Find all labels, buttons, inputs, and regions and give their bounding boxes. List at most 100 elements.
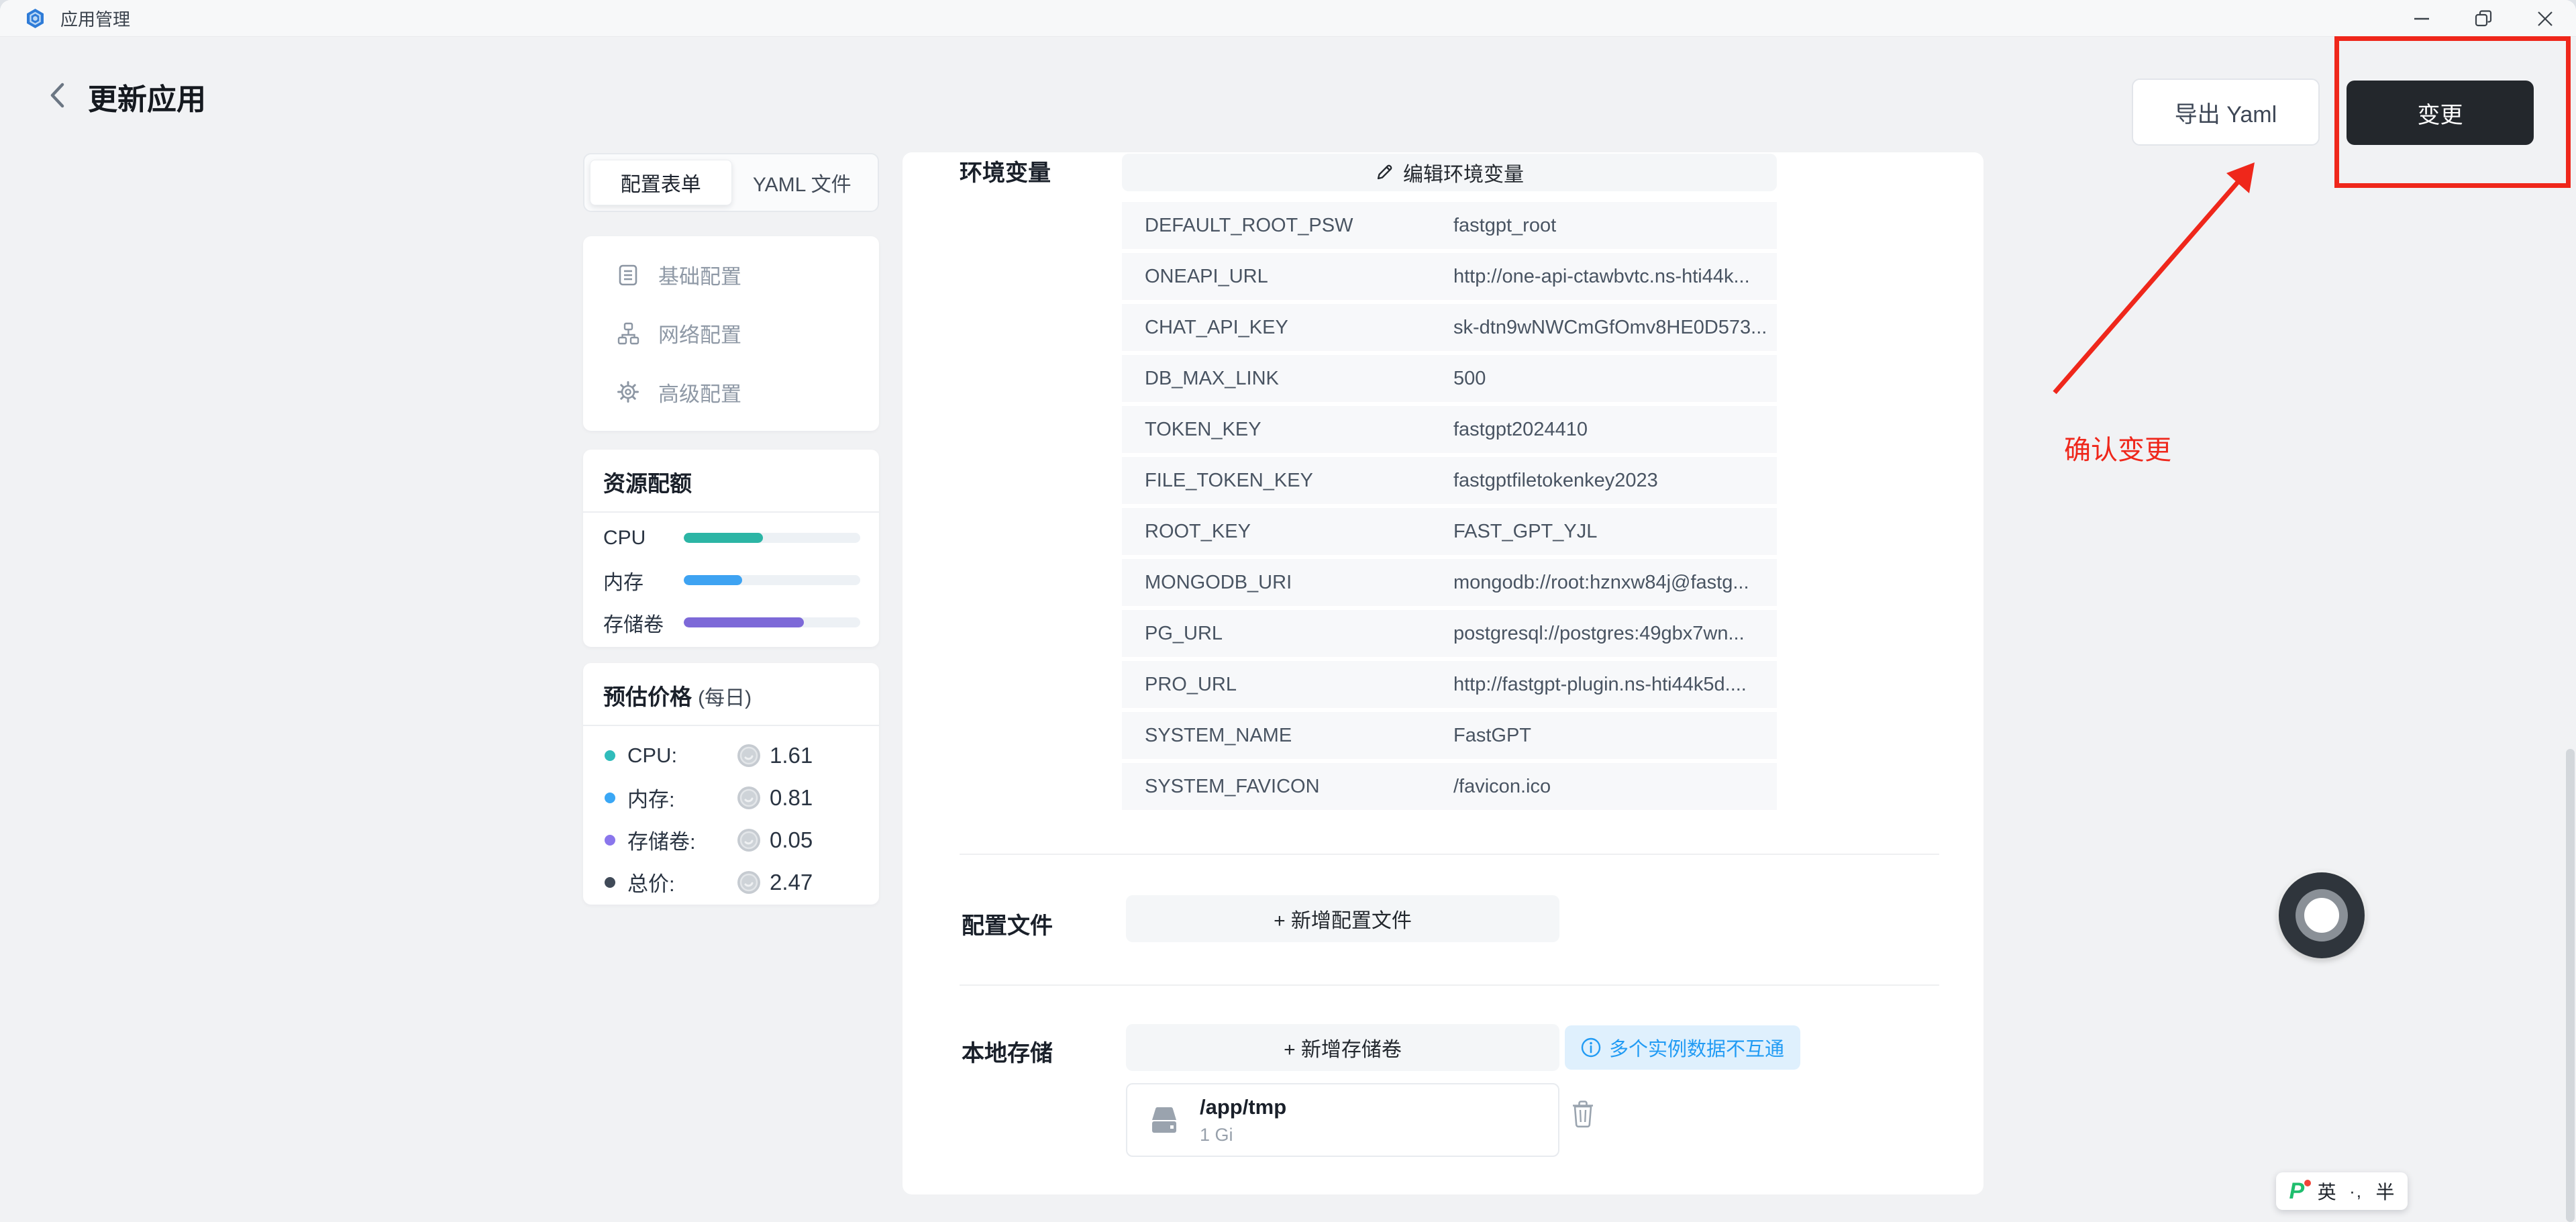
sidebar-item-basic-config[interactable]: 基础配置 (583, 246, 879, 304)
edit-env-button[interactable]: 编辑环境变量 (1122, 154, 1777, 191)
quota-title: 资源配额 (603, 471, 692, 496)
config-nav-card: 基础配置 网络配置 (583, 236, 879, 431)
price-title: 预估价格 (每日) (603, 684, 752, 709)
table-row: DB_MAX_LINK 500 (1122, 355, 1777, 402)
scrollbar-thumb[interactable] (2566, 749, 2575, 1222)
coin-icon (737, 744, 760, 767)
gear-icon (617, 381, 639, 403)
coin-icon (737, 828, 760, 852)
sidebar-item-advanced-config[interactable]: 高级配置 (583, 363, 879, 421)
drive-icon (1152, 1107, 1176, 1133)
assistive-ball-inner (2296, 889, 2348, 941)
env-section-title: 环境变量 (960, 160, 1051, 186)
delete-volume-button[interactable] (1570, 1100, 1596, 1128)
divider (583, 725, 879, 726)
change-button[interactable]: 变更 (2347, 81, 2534, 145)
ime-logo-dot (2304, 1179, 2312, 1186)
table-row: PG_URL postgresql://postgres:49gbx7wn... (1122, 610, 1777, 657)
window-controls (2391, 0, 2576, 37)
table-row: TOKEN_KEY fastgpt2024410 (1122, 406, 1777, 453)
env-var-table: DEFAULT_ROOT_PSW fastgpt_root ONEAPI_URL h… (1122, 202, 1777, 814)
coin-icon (737, 786, 760, 809)
network-icon (617, 322, 639, 345)
local-storage-section-title: 本地存储 (962, 1041, 1053, 1066)
tab-yaml-file[interactable]: YAML 文件 (752, 174, 852, 196)
table-row: PRO_URL http://fastgpt-plugin.ns-hti44k5d… (1122, 661, 1777, 708)
add-volume-button[interactable]: + 新增存储卷 (1126, 1024, 1559, 1071)
storage-price: 0.05 (770, 827, 813, 852)
add-config-file-button[interactable]: + 新增配置文件 (1126, 895, 1559, 942)
page-title: 更新应用 (88, 83, 206, 116)
table-row: DEFAULT_ROOT_PSW fastgpt_root (1122, 202, 1777, 249)
quota-row-memory: 内存 (583, 559, 879, 601)
price-row-cpu: CPU: 1.61 (583, 734, 879, 776)
ime-logo-icon: P (2289, 1178, 2312, 1205)
memory-color-dot (605, 792, 615, 803)
storage-hint-badge: 多个实例数据不互通 (1565, 1025, 1801, 1070)
table-row: SYSTEM_FAVICON/favicon.ico (1122, 763, 1777, 810)
app-title: 应用管理 (60, 9, 131, 30)
restore-button[interactable] (2453, 0, 2514, 37)
annotation-arrow (2053, 162, 2255, 395)
estimated-price-card: 预估价格 (每日) CPU: 1.61 内存: (583, 663, 879, 905)
resource-quota-card: 资源配额 CPU 内存 存储卷 (583, 450, 879, 647)
divider (583, 511, 879, 513)
info-icon (1581, 1037, 1601, 1058)
app-logo-icon (25, 8, 46, 29)
price-row-memory: 内存: 0.81 (583, 776, 879, 819)
annotation-label: 确认变更 (2064, 436, 2171, 465)
total-color-dot (605, 876, 615, 888)
restore-icon (2475, 9, 2492, 26)
cpu-progress-bar (684, 533, 860, 543)
sidebar-item-label: 基础配置 (658, 265, 741, 289)
ime-width-mode[interactable]: 半 (2375, 1182, 2395, 1203)
cpu-price: 1.61 (770, 742, 813, 768)
price-row-storage: 存储卷: 0.05 (583, 819, 879, 861)
sidebar-item-label: 网络配置 (658, 323, 741, 348)
sidebar-item-label: 高级配置 (658, 382, 741, 406)
volume-size: 1 Gi (1200, 1124, 1233, 1145)
volume-item[interactable]: /app/tmp 1 Gi (1126, 1083, 1559, 1157)
storage-color-dot (605, 834, 615, 846)
memory-price: 0.81 (770, 784, 813, 810)
form-icon (619, 264, 637, 285)
assistive-ball[interactable] (2279, 872, 2365, 958)
ime-lang-mode[interactable]: 英 (2317, 1182, 2336, 1203)
close-icon (2538, 11, 2553, 26)
table-row: SYSTEM_NAME FastGPT (1122, 712, 1777, 759)
cpu-color-dot (605, 750, 615, 761)
sidebar-item-network-config[interactable]: 网络配置 (583, 304, 879, 362)
chevron-left-icon (50, 83, 64, 108)
export-yaml-button[interactable]: 导出 Yaml (2132, 79, 2320, 146)
minimize-button[interactable] (2391, 0, 2453, 37)
back-button[interactable] (39, 77, 76, 114)
table-row: MONGODB_URI mongodb://root:hznxw84j@fastg… (1122, 559, 1777, 606)
table-row: ROOT_KEY FAST_GPT_YJL (1122, 508, 1777, 555)
titlebar: 应用管理 (0, 0, 2576, 37)
table-row: FILE_TOKEN_KEY fastgptfiletokenkey2023 (1122, 457, 1777, 504)
price-subtitle: (每日) (698, 687, 752, 709)
coin-icon (737, 870, 760, 894)
annotation-highlight-box (2334, 36, 2571, 188)
pencil-icon (1377, 164, 1392, 180)
section-divider (960, 984, 1939, 986)
table-row: CHAT_API_KEY sk-dtn9wNWCmGfOmv8HE0D573... (1122, 304, 1777, 351)
price-row-total: 总价: 2.47 (583, 861, 879, 903)
volume-path: /app/tmp (1200, 1094, 1287, 1119)
storage-progress-bar (684, 617, 860, 627)
quota-row-storage: 存储卷 (583, 601, 879, 644)
quota-row-cpu: CPU (583, 517, 879, 559)
tab-config-form[interactable]: 配置表单 (590, 160, 732, 205)
minimize-icon (2414, 17, 2429, 19)
main-panel: 环境变量 编辑环境变量 DEFAULT_ROOT_PSW fastgpt_root… (903, 152, 1983, 1194)
section-divider (960, 854, 1939, 855)
table-row: ONEAPI_URL http://one-api-ctawbvtc.ns-hti… (1122, 253, 1777, 300)
ime-punct-mode[interactable]: ·, (2349, 1180, 2363, 1201)
config-file-section-title: 配置文件 (962, 913, 1053, 939)
close-button[interactable] (2514, 0, 2576, 37)
ime-status-bar[interactable]: P 英 ·, 半 (2276, 1172, 2408, 1210)
sidebar: 配置表单 YAML 文件 基础配置 网络配置 (583, 153, 879, 905)
trash-icon (1573, 1101, 1593, 1128)
config-mode-tabs: 配置表单 YAML 文件 (583, 153, 879, 212)
